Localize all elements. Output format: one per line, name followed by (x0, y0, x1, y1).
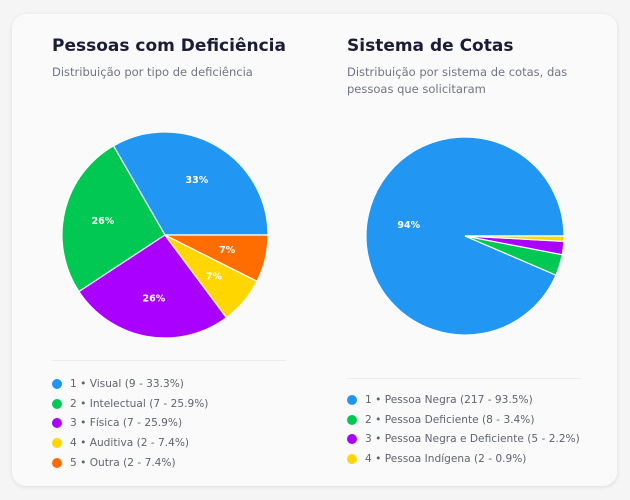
legend-label: 3 • Pessoa Negra e Deficiente (5 - 2.2%) (365, 433, 580, 446)
legend-label: 1 • Visual (9 - 33.3%) (70, 377, 184, 390)
legend-dot-icon (52, 458, 62, 469)
legend-label: 5 • Outra (2 - 7.4%) (70, 457, 176, 470)
legend-label: 4 • Auditiva (2 - 7.4%) (70, 437, 190, 450)
legend-item[interactable]: 4 • Auditiva (2 - 7.4%) (52, 433, 208, 453)
pie-chart-cotas: 94% (365, 136, 565, 336)
legend-deficiencia: 1 • Visual (9 - 33.3%) 2 • Intelectual (7… (52, 374, 208, 473)
slice-label: 94% (397, 220, 420, 231)
legend-item[interactable]: 2 • Intelectual (7 - 25.9%) (52, 394, 208, 414)
slice-label: 7% (206, 272, 223, 283)
legend-dot-icon (52, 378, 62, 389)
legend-dot-icon (52, 438, 62, 449)
chart-title-deficiencia: Pessoas com Deficiência (52, 36, 286, 56)
legend-divider-cotas (347, 378, 581, 379)
pie-slice-outra[interactable] (164, 234, 269, 283)
legend-item[interactable]: 3 • Física (7 - 25.9%) (52, 414, 208, 434)
pie-slice-visual[interactable] (112, 131, 269, 236)
charts-card: Pessoas com Deficiência Distribuição por… (12, 14, 617, 486)
legend-item[interactable]: 1 • Visual (9 - 33.3%) (52, 374, 208, 394)
chart-subtitle-cotas: Distribuição por sistema de cotas, das p… (347, 65, 568, 96)
slice-label: 26% (143, 293, 166, 304)
legend-dot-icon (347, 394, 357, 405)
legend-divider-deficiencia (52, 360, 286, 361)
legend-item[interactable]: 1 • Pessoa Negra (217 - 93.5%) (347, 390, 580, 410)
chart-subtitle-deficiencia: Distribuição por tipo de deficiência (52, 65, 253, 79)
slice-label: 33% (186, 175, 209, 186)
pie-slice-f-sica[interactable] (78, 234, 228, 339)
pie-slice-intelectual[interactable] (61, 144, 166, 293)
legend-label: 2 • Pessoa Deficiente (8 - 3.4%) (365, 413, 535, 426)
chart-title-cotas: Sistema de Cotas (347, 36, 514, 56)
legend-item[interactable]: 5 • Outra (2 - 7.4%) (52, 453, 208, 473)
legend-dot-icon (347, 414, 357, 425)
legend-label: 4 • Pessoa Indígena (2 - 0.9%) (365, 453, 527, 466)
legend-item[interactable]: 3 • Pessoa Negra e Deficiente (5 - 2.2%) (347, 430, 580, 450)
pie-chart-deficiencia: 33% 26% 26% 7% 7% (61, 131, 269, 339)
slice-label: 26% (91, 216, 114, 227)
pie-slice-pessoa-ind-gena[interactable] (464, 235, 565, 242)
legend-label: 1 • Pessoa Negra (217 - 93.5%) (365, 393, 533, 406)
legend-dot-icon (347, 434, 357, 445)
legend-item[interactable]: 4 • Pessoa Indígena (2 - 0.9%) (347, 449, 580, 469)
legend-label: 3 • Física (7 - 25.9%) (70, 417, 183, 430)
slice-label: 7% (219, 245, 236, 256)
legend-dot-icon (52, 398, 62, 409)
legend-item[interactable]: 2 • Pessoa Deficiente (8 - 3.4%) (347, 410, 580, 430)
legend-dot-icon (347, 454, 357, 465)
legend-dot-icon (52, 418, 62, 429)
legend-cotas: 1 • Pessoa Negra (217 - 93.5%) 2 • Pessoa… (347, 390, 580, 469)
legend-label: 2 • Intelectual (7 - 25.9%) (70, 397, 209, 410)
